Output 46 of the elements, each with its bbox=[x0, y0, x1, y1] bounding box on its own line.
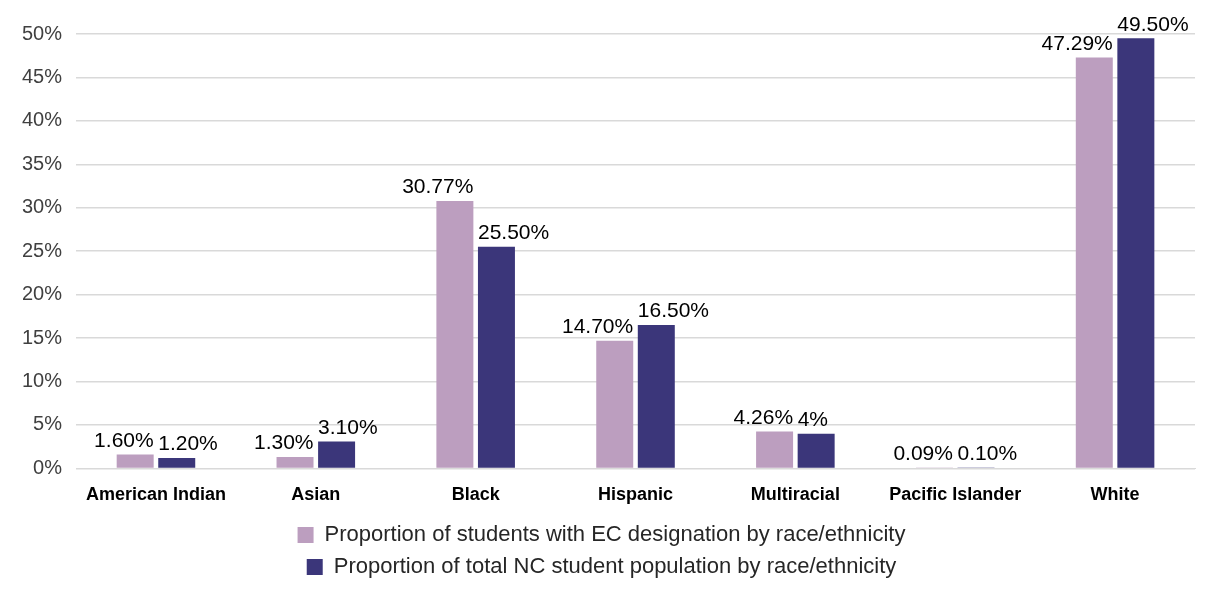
data-label: 25.50% bbox=[477, 220, 550, 244]
y-tick-label: 0% bbox=[33, 455, 63, 478]
bar bbox=[637, 325, 675, 468]
data-label: 4% bbox=[797, 406, 829, 430]
bar bbox=[596, 340, 634, 468]
y-tick-label: 45% bbox=[22, 64, 63, 87]
bar bbox=[436, 201, 474, 468]
bar bbox=[158, 457, 196, 468]
y-tick-label: 35% bbox=[22, 151, 63, 174]
data-label: 14.70% bbox=[561, 313, 634, 337]
y-tick-label: 20% bbox=[22, 282, 63, 305]
bar bbox=[797, 433, 835, 468]
bar bbox=[1117, 38, 1155, 468]
legend-label: Proportion of students with EC designation by race/ethnicity bbox=[324, 521, 906, 547]
x-tick-label: Pacific Islander bbox=[889, 484, 1022, 505]
data-label: 4.26% bbox=[733, 404, 794, 428]
data-label: 1.60% bbox=[94, 427, 154, 451]
data-label: 1.20% bbox=[158, 431, 218, 455]
bar bbox=[1075, 57, 1113, 468]
data-label: 49.50% bbox=[1117, 11, 1189, 35]
data-label: 0.10% bbox=[957, 440, 1018, 464]
x-tick-label: Asian bbox=[291, 484, 341, 505]
data-label: 16.50% bbox=[637, 298, 710, 322]
data-label: 3.10% bbox=[318, 414, 378, 438]
data-label: 47.29% bbox=[1041, 30, 1113, 54]
y-tick-label: 50% bbox=[22, 21, 63, 44]
x-tick-label: White bbox=[1090, 484, 1140, 505]
bar bbox=[756, 431, 794, 468]
x-tick-label: American Indian bbox=[85, 484, 226, 505]
legend-label: Proportion of total NC student population by race/ethnicity bbox=[333, 553, 897, 579]
data-label: 1.30% bbox=[253, 430, 314, 454]
x-tick-label: Hispanic bbox=[598, 484, 674, 505]
bar bbox=[477, 246, 515, 468]
y-tick-label: 25% bbox=[22, 238, 63, 261]
data-label: 0.09% bbox=[893, 440, 953, 464]
y-tick-label: 15% bbox=[22, 325, 63, 348]
y-tick-label: 30% bbox=[22, 195, 63, 218]
bar bbox=[276, 457, 314, 468]
x-tick-label: Black bbox=[451, 484, 501, 505]
bar bbox=[116, 454, 154, 468]
y-tick-label: 5% bbox=[33, 412, 63, 435]
y-tick-label: 10% bbox=[22, 369, 63, 392]
bar bbox=[318, 441, 356, 468]
y-tick-label: 40% bbox=[22, 108, 63, 131]
x-tick-label: Multiracial bbox=[750, 484, 840, 505]
data-label: 30.77% bbox=[402, 174, 474, 198]
